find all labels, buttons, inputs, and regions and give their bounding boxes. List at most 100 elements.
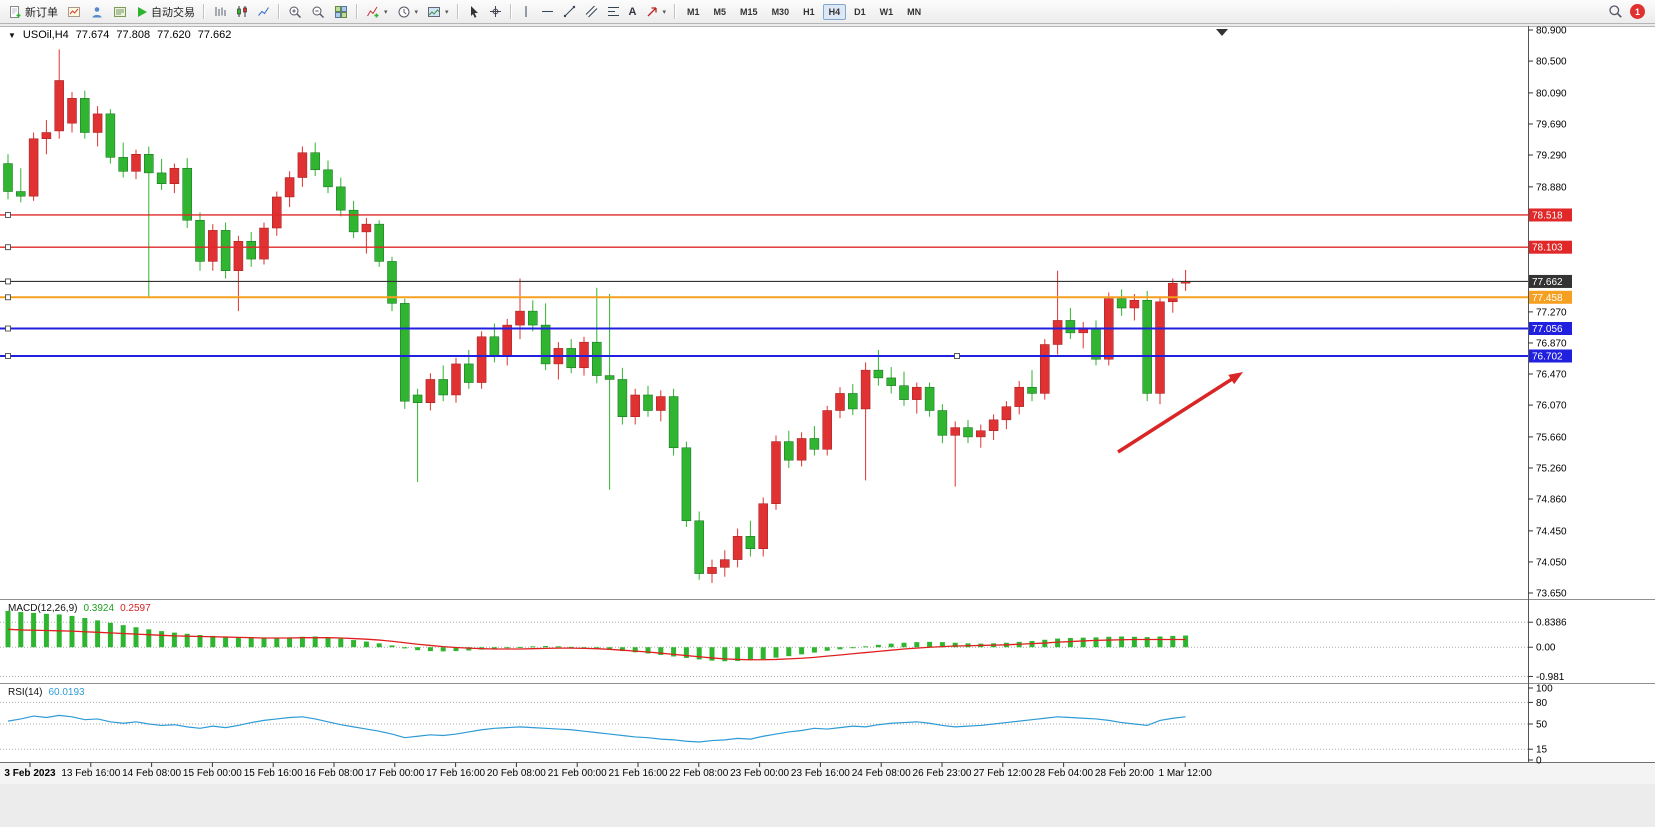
candle-body xyxy=(1052,320,1063,345)
candle-body xyxy=(899,385,909,400)
candlestick-chart-button[interactable] xyxy=(231,2,252,22)
price-badge xyxy=(1528,322,1572,336)
line-handle[interactable] xyxy=(5,294,11,301)
arrows-button[interactable]: ▾ xyxy=(642,2,671,22)
crosshair-button[interactable] xyxy=(485,2,506,22)
cursor-button[interactable] xyxy=(463,2,484,22)
macd-bar xyxy=(363,641,369,648)
candle-body xyxy=(604,375,615,380)
candle-body xyxy=(451,363,461,396)
new-chart-button[interactable] xyxy=(63,2,85,22)
line-handle[interactable] xyxy=(5,212,11,218)
candle-body xyxy=(860,369,871,410)
macd-bar xyxy=(223,636,229,648)
macd-bar xyxy=(261,638,267,648)
candle-body xyxy=(796,438,807,461)
fibonacci-button[interactable] xyxy=(603,2,624,22)
macd-bar xyxy=(543,646,549,648)
timeframe-d1[interactable]: D1 xyxy=(848,4,872,20)
new-order-label: 新订单 xyxy=(25,6,58,19)
line-chart-button[interactable] xyxy=(253,2,274,22)
candle-body xyxy=(566,348,576,369)
macd-bar xyxy=(568,646,574,648)
timeframe-h4[interactable]: H4 xyxy=(822,3,847,20)
horizontal-line-object[interactable]: 77.458 xyxy=(0,290,1572,304)
candle-body xyxy=(169,167,180,185)
chevron-down-icon: ▾ xyxy=(445,8,449,16)
notification-badge[interactable]: 1 xyxy=(1630,4,1645,19)
candle-body xyxy=(1091,327,1101,360)
periods-button[interactable]: ▾ xyxy=(393,2,423,22)
bottom-margin xyxy=(0,784,1655,827)
vertical-line-button[interactable] xyxy=(516,2,536,22)
clock-icon xyxy=(398,6,410,17)
timeframe-toolbar: M1 M5 M15 M30 H1 H4 D1 W1 MN xyxy=(680,3,928,20)
macd-bar xyxy=(1144,637,1150,648)
zoom-in-button[interactable] xyxy=(284,2,306,22)
time-axis[interactable] xyxy=(0,762,1655,784)
line-handle[interactable] xyxy=(5,353,11,359)
line-handle[interactable] xyxy=(5,278,11,285)
text-label-button[interactable]: A xyxy=(625,2,641,22)
candle-body xyxy=(297,152,308,178)
indicators-button[interactable]: ▾ xyxy=(362,2,392,22)
new-order-button[interactable]: 新订单 xyxy=(4,2,62,22)
candle-body xyxy=(1065,320,1076,334)
price-badge xyxy=(1528,208,1572,222)
candle-body xyxy=(67,98,77,124)
time-scale[interactable]: 3 Feb 2023 13 Feb 16:00 14 Feb 08:00 15 Feb… xyxy=(4,762,1212,780)
timeframe-h1[interactable]: H1 xyxy=(797,4,821,20)
rsi-indicator-label: RSI(14) 60.0193 xyxy=(8,687,85,698)
horizontal-line-object[interactable]: 77.056 xyxy=(0,322,1572,336)
macd-bar xyxy=(773,647,779,658)
macd-bar xyxy=(709,647,715,661)
tile-windows-button[interactable] xyxy=(330,2,352,22)
line-handle[interactable] xyxy=(5,244,11,251)
bar-chart-button[interactable] xyxy=(209,2,230,22)
trendline-button[interactable] xyxy=(559,2,580,22)
macd-bar xyxy=(274,637,280,648)
chart-shift-marker-icon[interactable] xyxy=(1216,29,1228,36)
candle-body xyxy=(976,430,986,438)
horizontal-line-button[interactable] xyxy=(537,2,558,22)
macd-bar xyxy=(95,620,101,648)
macd-bar xyxy=(850,647,856,649)
timeframe-m15[interactable]: M15 xyxy=(734,4,764,20)
timeframe-m1[interactable]: M1 xyxy=(681,4,706,20)
profiles-button[interactable] xyxy=(86,2,108,22)
horizontal-line-object[interactable]: 78.103 xyxy=(0,240,1572,254)
line-handle[interactable] xyxy=(5,325,11,332)
time-axis-label: 24 Feb 08:00 xyxy=(852,768,911,779)
candle-body xyxy=(476,336,487,383)
time-axis-label: 16 Feb 08:00 xyxy=(305,768,364,779)
timeframe-m5[interactable]: M5 xyxy=(708,4,733,20)
auto-trading-button[interactable]: 自动交易 xyxy=(132,2,199,22)
candle-body xyxy=(784,441,794,461)
search-button[interactable] xyxy=(1604,2,1627,22)
rsi-scale-label: 50 xyxy=(1536,720,1548,731)
timeframe-w1[interactable]: W1 xyxy=(874,4,900,20)
templates-button[interactable]: ▾ xyxy=(423,2,453,22)
channel-button[interactable] xyxy=(581,2,602,22)
macd-bar xyxy=(184,633,190,648)
trend-arrow[interactable] xyxy=(1117,372,1243,454)
macd-bar xyxy=(338,638,344,648)
market-watch-button[interactable] xyxy=(109,2,131,22)
zoom-out-button[interactable] xyxy=(307,2,329,22)
horizontal-line-object[interactable]: 77.662 xyxy=(0,274,1572,288)
horizontal-line-object[interactable]: 78.518 xyxy=(0,208,1572,222)
macd-bar xyxy=(530,646,536,648)
candle-body xyxy=(886,377,896,386)
horizontal-line-icon xyxy=(541,11,553,12)
one-click-trading-arrow-icon[interactable]: ▼ xyxy=(8,30,16,40)
time-axis-label: 17 Feb 16:00 xyxy=(426,768,485,779)
timeframe-m30[interactable]: M30 xyxy=(766,4,796,20)
horizontal-line-object[interactable]: 76.702 xyxy=(0,349,1572,363)
timeframe-mn[interactable]: MN xyxy=(901,4,927,20)
price-scale[interactable]: 80.900 80.500 80.090 79.690 79.290 78.880 77.2… xyxy=(1528,26,1567,767)
macd-bar xyxy=(5,610,11,648)
macd-bar xyxy=(683,647,689,658)
macd-signal-line xyxy=(7,628,1186,661)
line-handle[interactable] xyxy=(954,353,960,359)
